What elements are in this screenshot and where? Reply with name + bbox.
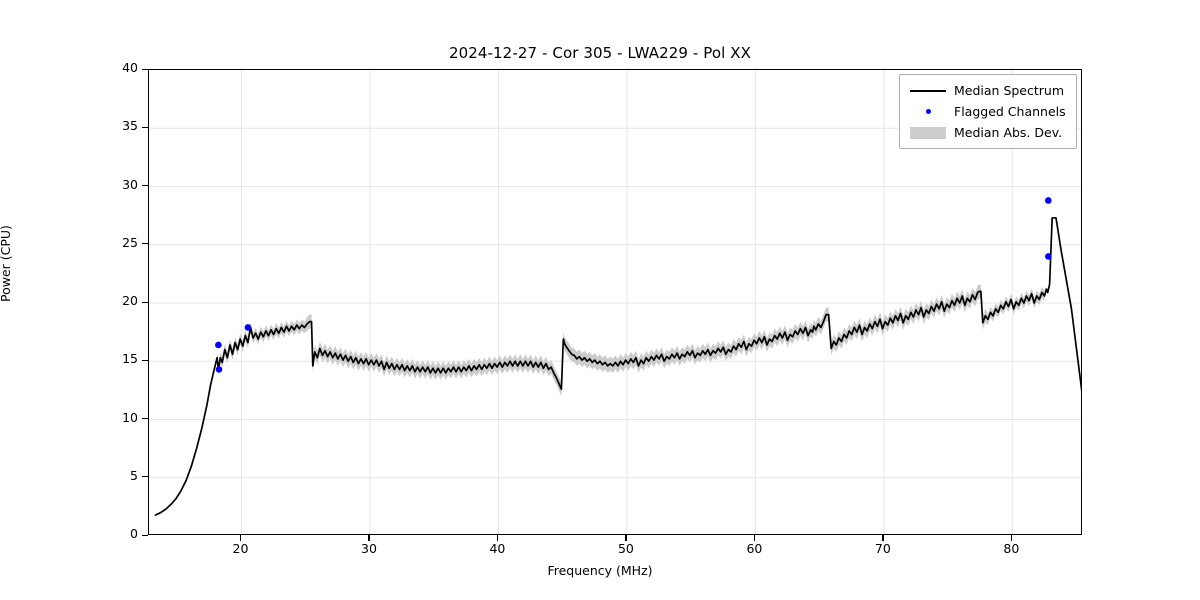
flagged-channel-point	[1045, 253, 1052, 260]
legend-item-flagged-channels: Flagged Channels	[906, 101, 1070, 122]
legend-label-median-abs-dev: Median Abs. Dev.	[954, 125, 1063, 140]
median-abs-dev-band	[217, 284, 1045, 397]
y-tick-mark	[142, 476, 148, 478]
y-axis-label: Power (CPU)	[0, 225, 13, 302]
y-tick-mark	[142, 243, 148, 245]
x-tick-mark	[496, 535, 499, 541]
y-tick-label: 15	[122, 351, 138, 367]
dot-swatch-icon	[906, 103, 950, 121]
legend-label-median-spectrum: Median Spectrum	[954, 83, 1065, 98]
x-tick-mark	[882, 535, 884, 541]
median-spectrum-line	[154, 217, 1081, 516]
y-tick-mark	[142, 126, 148, 128]
chart-title: 2024-12-27 - Cor 305 - LWA229 - Pol XX	[448, 44, 752, 62]
y-tick-label: 10	[122, 409, 138, 425]
y-tick-mark	[142, 418, 148, 420]
legend-label-flagged-channels: Flagged Channels	[954, 104, 1066, 119]
y-tick-label: 0	[130, 526, 138, 541]
y-tick-label: 20	[122, 293, 138, 308]
y-tick-label: 5	[130, 467, 138, 483]
x-tick-mark	[753, 535, 756, 541]
y-tick-label: 40	[122, 60, 138, 75]
y-tick-mark	[142, 185, 148, 187]
x-tick-mark	[368, 535, 370, 541]
y-tick-label: 35	[122, 118, 138, 134]
x-tick-label: 60	[746, 541, 763, 556]
y-tick-mark	[142, 301, 148, 303]
x-axis-label: Frequency (MHz)	[547, 563, 653, 578]
legend-item-median-abs-dev: Median Abs. Dev.	[906, 122, 1070, 143]
x-tick-label: 30	[361, 541, 377, 556]
flagged-channel-markers	[215, 197, 1052, 373]
x-tick-label: 80	[1003, 541, 1020, 556]
y-tick-mark	[142, 359, 148, 361]
y-tick-mark	[142, 68, 148, 70]
legend-item-median-spectrum: Median Spectrum	[906, 80, 1070, 101]
y-tick-mark	[142, 534, 148, 536]
x-tick-mark	[1010, 535, 1013, 541]
x-tick-mark	[625, 535, 627, 541]
flagged-channel-point	[1045, 197, 1052, 204]
flagged-channel-point	[215, 341, 222, 349]
x-tick-mark	[240, 535, 242, 541]
flagged-channel-point	[244, 324, 252, 331]
y-tick-label: 30	[122, 176, 138, 192]
x-tick-label: 70	[874, 541, 891, 556]
flagged-channel-point	[215, 366, 223, 373]
x-tick-label: 40	[489, 541, 506, 556]
chart-legend: Median Spectrum Flagged Channels Median …	[899, 74, 1077, 149]
patch-swatch-icon	[906, 124, 950, 142]
y-tick-label: 25	[122, 234, 138, 250]
line-swatch-icon	[906, 82, 950, 100]
x-tick-label: 50	[617, 541, 634, 556]
x-tick-label: 20	[232, 541, 249, 556]
